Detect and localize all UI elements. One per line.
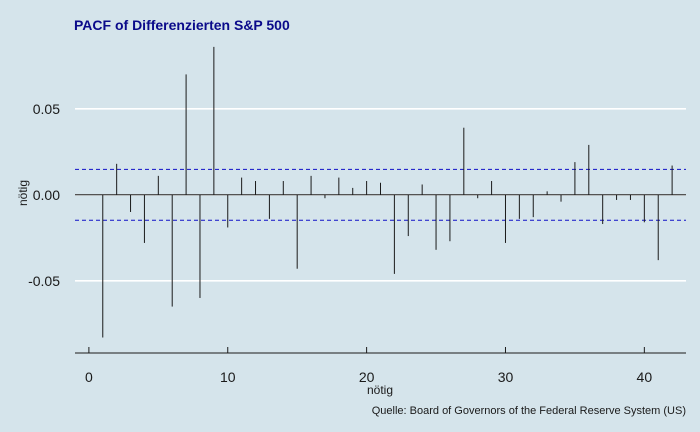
chart-title: PACF of Differenzierten S&P 500	[74, 17, 290, 33]
axes	[75, 347, 686, 354]
source-caption: Quelle: Board of Governors of the Federa…	[372, 405, 686, 417]
y-tick-label: 0.05	[33, 101, 60, 117]
y-axis-label: nötig	[16, 180, 30, 206]
x-tick-label: 20	[359, 369, 375, 385]
x-axis-label: nötig	[367, 383, 393, 397]
x-tick-label: 10	[220, 369, 236, 385]
pacf-bars	[102, 46, 673, 338]
x-tick-label: 40	[637, 369, 653, 385]
y-tick-label: -0.05	[28, 273, 60, 289]
x-tick-label: 30	[498, 369, 514, 385]
y-tick-label: 0.00	[33, 187, 60, 203]
tick-labels: 0 10 20 30 40 0.05 0.00 -0.05	[28, 101, 652, 385]
x-tick-label: 0	[85, 369, 93, 385]
